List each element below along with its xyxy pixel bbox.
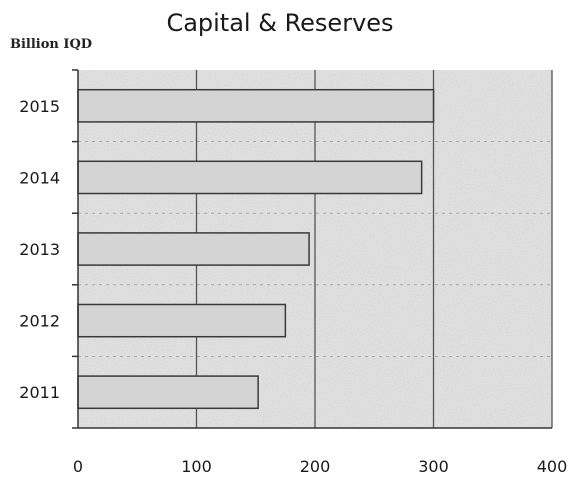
x-tick-label: 100 xyxy=(181,457,212,476)
bars xyxy=(77,88,435,410)
bar xyxy=(77,88,435,123)
bar xyxy=(77,232,310,266)
x-tick-label: 200 xyxy=(300,457,331,476)
chart-title: Capital & Reserves xyxy=(166,9,393,37)
x-tick-label: 0 xyxy=(73,457,83,476)
x-tick-label: 300 xyxy=(418,457,449,476)
axes xyxy=(72,69,552,429)
y-tick-label: 2013 xyxy=(19,240,60,259)
y-tick-label: 2015 xyxy=(19,97,60,116)
x-tick-labels: 0 100 200 300 400 xyxy=(73,457,567,476)
y-tick-label: 2012 xyxy=(19,312,60,331)
unit-label: Billion IQD xyxy=(10,37,92,52)
x-tick-label: 400 xyxy=(537,457,568,476)
bar xyxy=(77,303,287,338)
bar xyxy=(77,375,259,410)
bar xyxy=(77,160,423,195)
y-tick-label: 2014 xyxy=(19,168,60,187)
y-tick-label: 2011 xyxy=(19,383,60,402)
y-tick-labels: 2015 2014 2013 2012 2011 xyxy=(19,97,60,402)
